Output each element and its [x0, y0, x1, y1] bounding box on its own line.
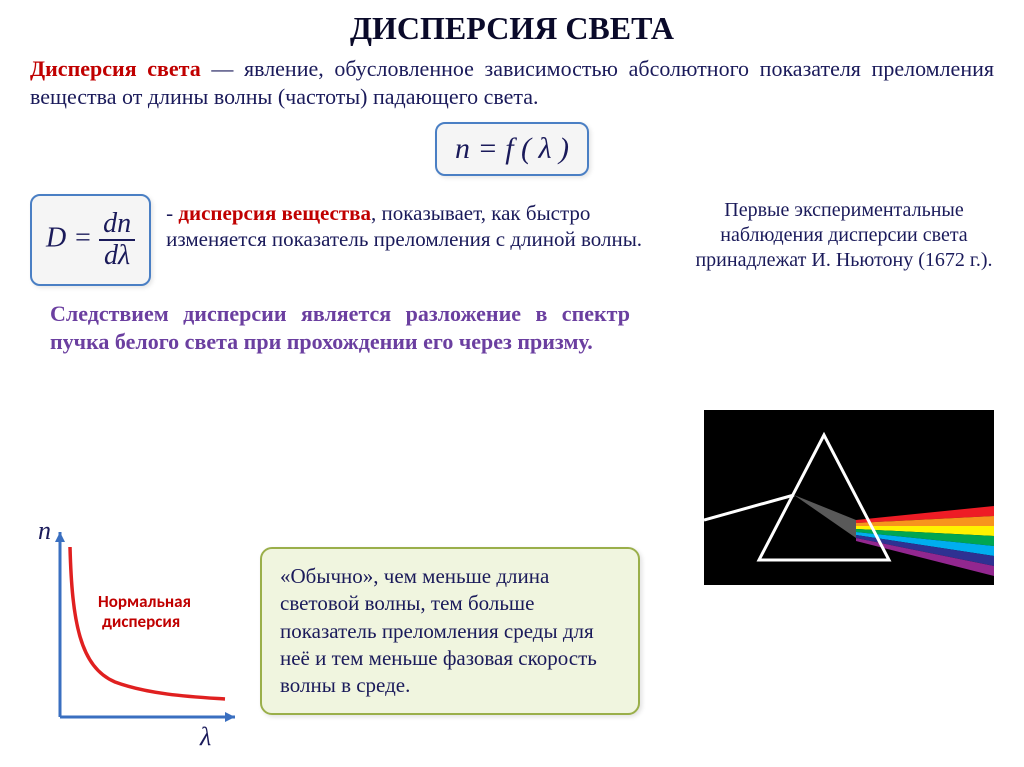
formula-d-fraction: dndλ [99, 208, 135, 272]
formula-d-lhs: D = [46, 222, 99, 253]
newton-note: Первые экспериментальные наблюдения дисп… [694, 194, 994, 273]
dispersion-chart: n Нормальная дисперсия λ [30, 517, 240, 747]
formula-d-bot: dλ [100, 240, 134, 271]
page-title: ДИСПЕРСИЯ СВЕТА [0, 0, 1024, 47]
formula-main: n = f ( λ ) [435, 122, 589, 176]
formula-main-container: n = f ( λ ) [0, 122, 1024, 176]
dispersion-substance-text: - дисперсия вещества, показывает, как бы… [166, 194, 679, 253]
consequence-text: Следствием дисперсии является разложение… [0, 286, 660, 355]
formula-d-box: D = dndλ [30, 194, 151, 286]
chart-x-label: λ [199, 722, 211, 747]
bottom-row: n Нормальная дисперсия λ «Обычно», чем м… [30, 517, 640, 747]
chart-y-arrow [55, 532, 65, 542]
dispersion-term: дисперсия вещества [178, 201, 371, 225]
chart-y-label: n [38, 517, 51, 545]
note-box: «Обычно», чем меньше длина световой волн… [260, 547, 640, 715]
chart-curve-label-1: Нормальная [98, 591, 191, 612]
prism-diagram [704, 410, 994, 585]
dispersion-prefix: - [166, 201, 178, 225]
chart-x-arrow [225, 712, 235, 722]
definition-term: Дисперсия света [30, 56, 201, 81]
chart-curve-label-2: дисперсия [102, 611, 180, 632]
row-dispersion-substance: D = dndλ - дисперсия вещества, показывае… [0, 176, 1024, 286]
definition-paragraph: Дисперсия света — явление, обусловленное… [0, 47, 1024, 110]
formula-d-top: dn [99, 208, 135, 241]
